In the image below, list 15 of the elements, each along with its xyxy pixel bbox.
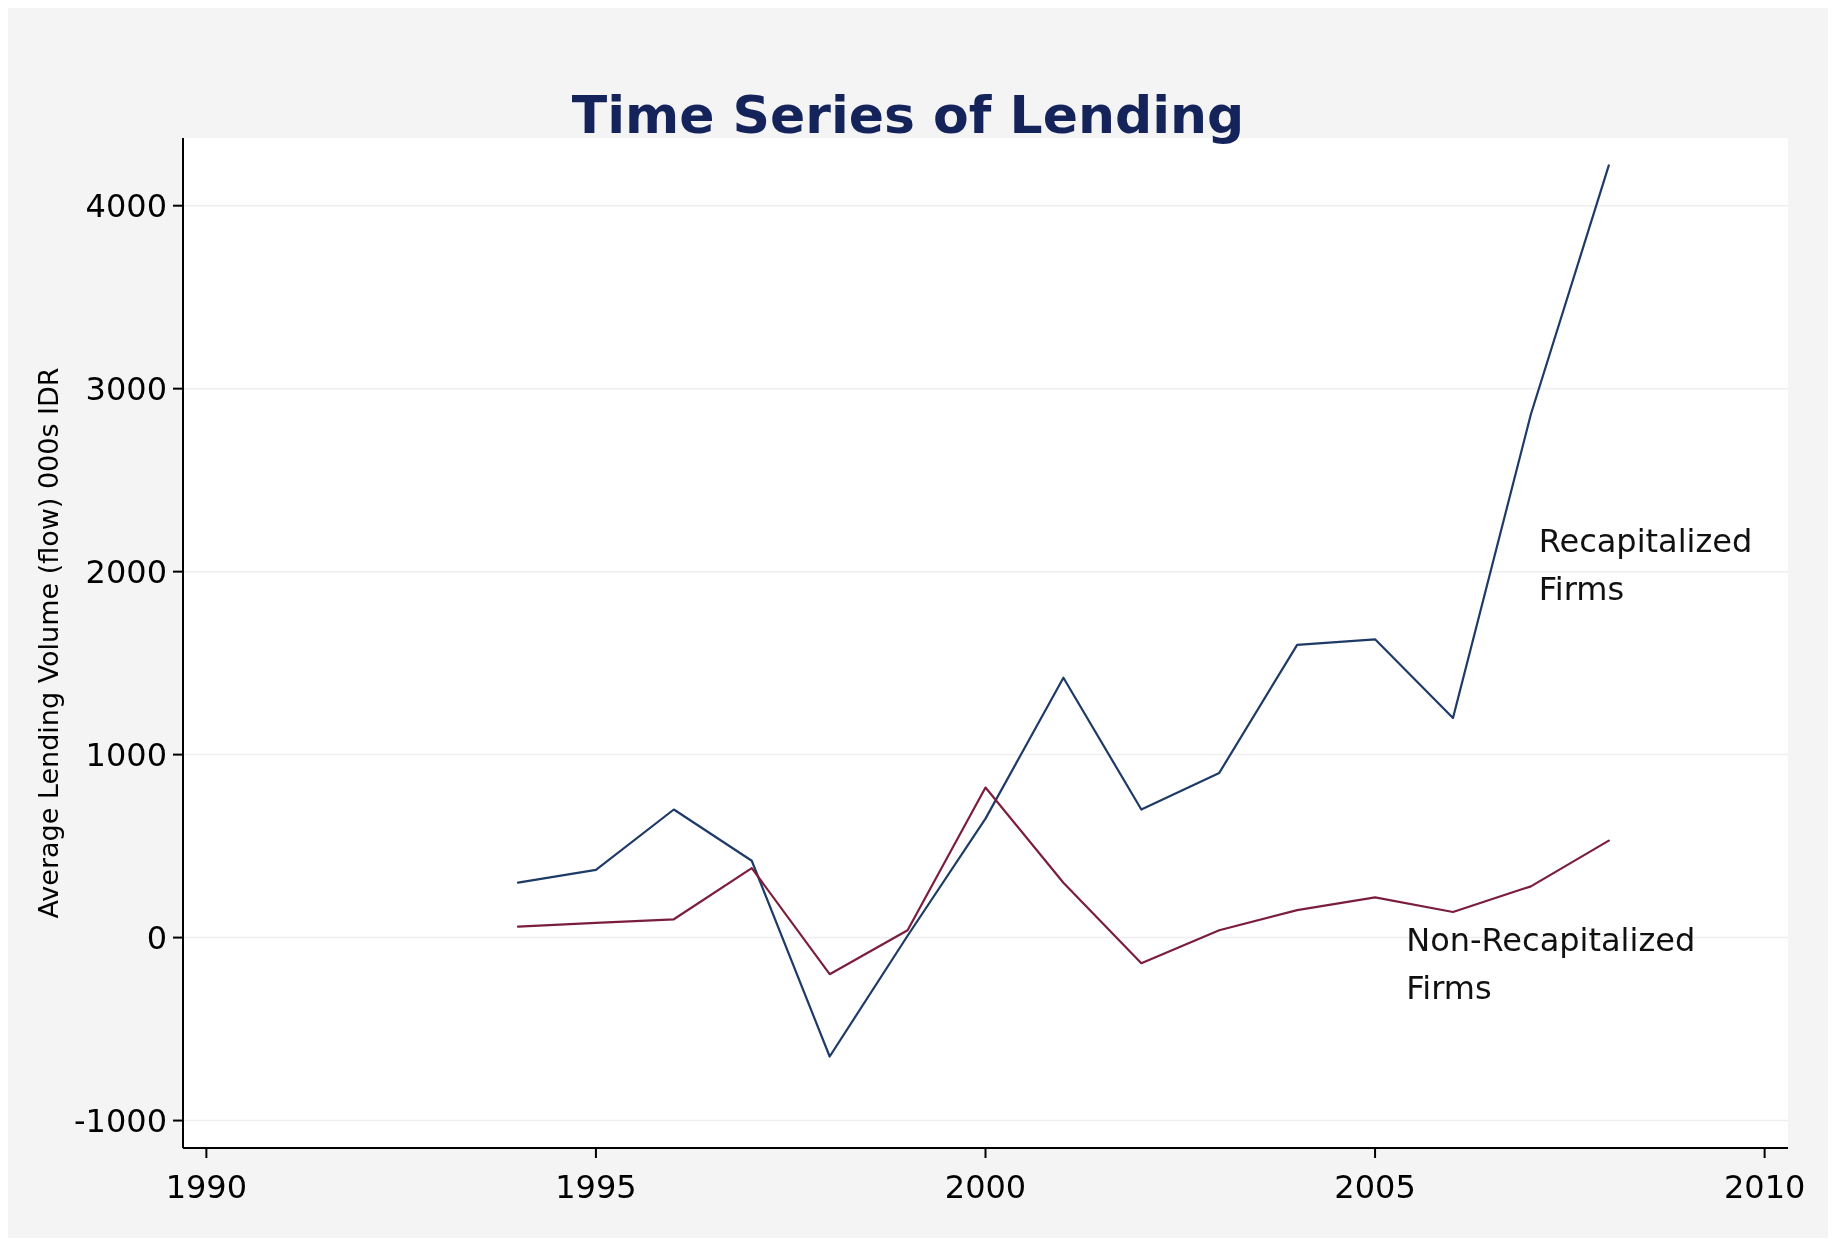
y-tick-label: -1000 (74, 1101, 167, 1140)
y-tick-label: 2000 (85, 552, 167, 591)
y-tick-label: 3000 (85, 369, 167, 408)
x-tick-label: 1995 (555, 1168, 637, 1206)
x-tick-label: 2005 (1334, 1168, 1416, 1206)
y-tick-label: 4000 (85, 186, 167, 225)
series-label: Recapitalized Firms (1538, 521, 1753, 608)
x-tick-label: 2010 (1723, 1168, 1806, 1206)
y-tick-label: 0 (146, 918, 167, 957)
series-label: Non-Recapitalized Firms (1406, 920, 1696, 1007)
x-tick-label: 2000 (944, 1168, 1027, 1206)
x-tick-label: 1990 (165, 1168, 248, 1206)
y-axis-title: Average Lending Volume (flow) 000s IDR (33, 367, 64, 919)
chart-title: Time Series of Lending (571, 85, 1245, 145)
y-tick-label: 1000 (85, 735, 167, 774)
